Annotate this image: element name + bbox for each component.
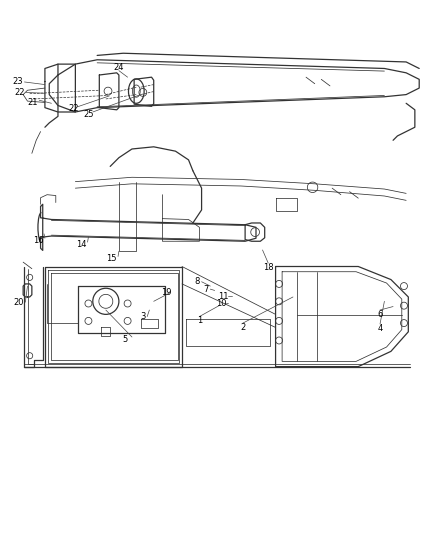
Text: 4: 4 [378, 324, 383, 333]
Text: 6: 6 [378, 310, 383, 319]
Text: 25: 25 [83, 110, 94, 119]
Text: 23: 23 [13, 77, 23, 86]
Text: 14: 14 [76, 240, 86, 249]
Text: 16: 16 [33, 236, 44, 245]
Text: 10: 10 [216, 299, 226, 308]
Text: 22: 22 [14, 88, 25, 97]
Text: 20: 20 [14, 298, 24, 306]
Text: 19: 19 [161, 288, 171, 297]
Text: 3: 3 [140, 312, 145, 321]
Text: 5: 5 [123, 335, 128, 344]
Text: 15: 15 [106, 254, 117, 263]
Text: 22: 22 [68, 104, 78, 114]
Text: 7: 7 [203, 285, 208, 294]
Text: 8: 8 [194, 277, 200, 286]
Text: 18: 18 [263, 263, 273, 272]
Text: 11: 11 [218, 292, 229, 301]
Text: 24: 24 [113, 63, 124, 71]
Text: 21: 21 [28, 98, 38, 107]
Text: 2: 2 [240, 323, 246, 332]
Text: 1: 1 [197, 317, 202, 326]
